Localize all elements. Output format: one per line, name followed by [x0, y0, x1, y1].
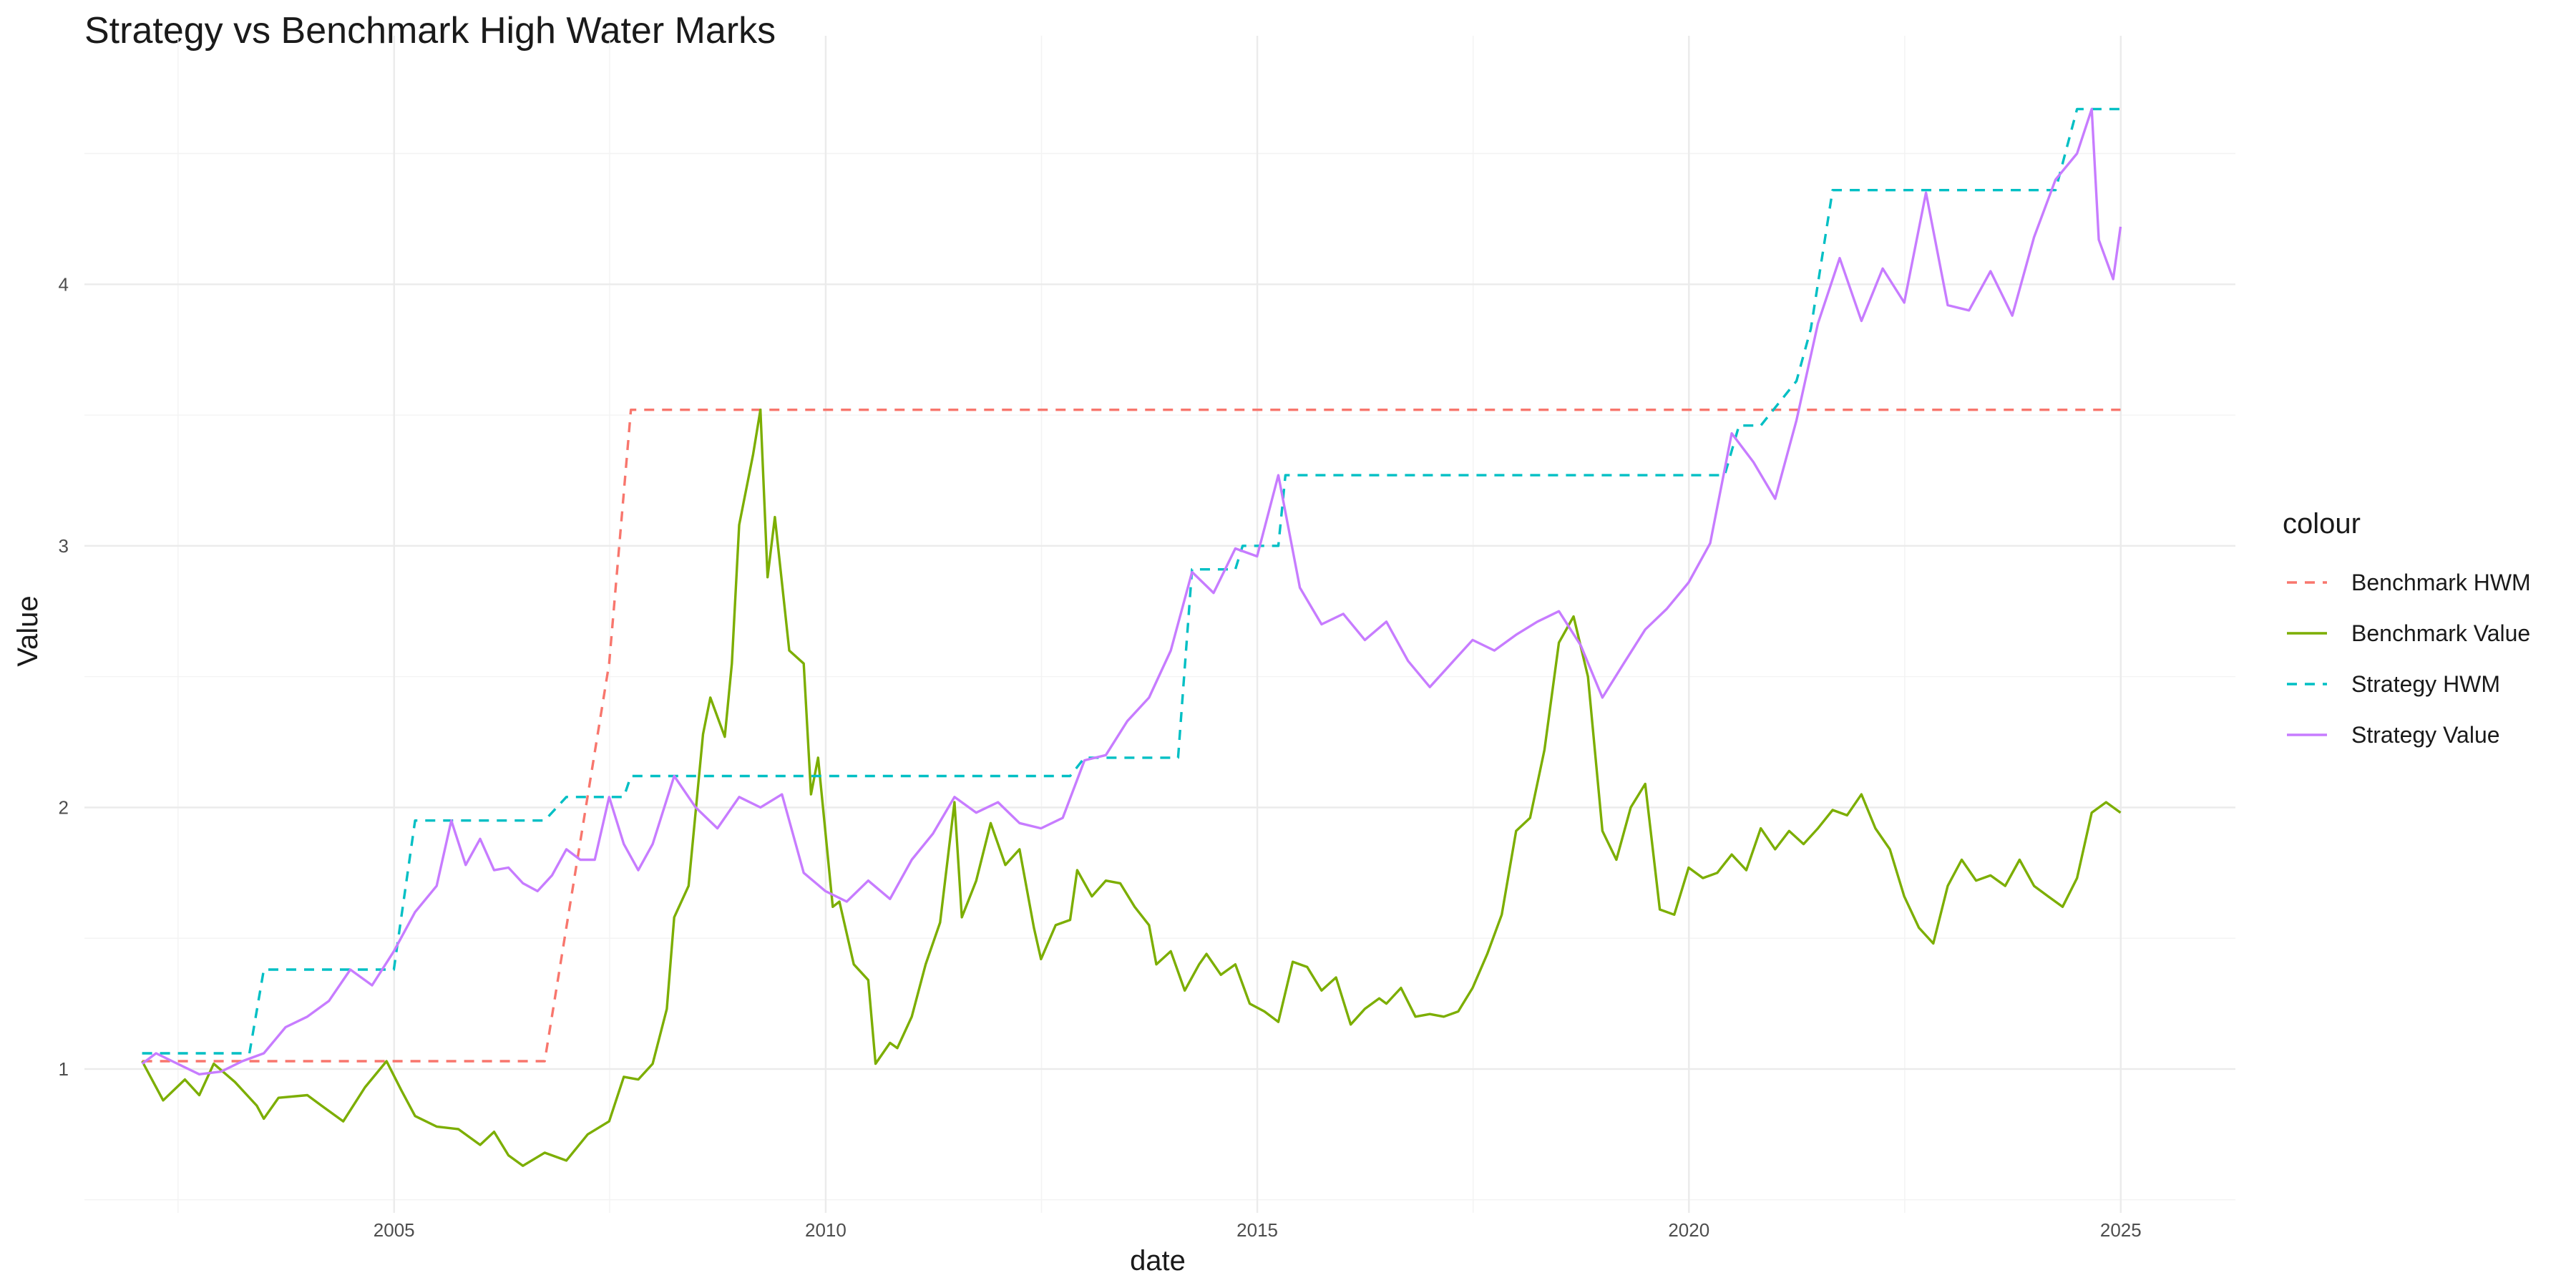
legend-label-benchmark-hwm: Benchmark HWM — [2351, 570, 2531, 595]
series-layer — [141, 107, 2122, 1167]
y-axis-ticks: 1 2 3 4 — [59, 273, 69, 1080]
series-line-strategy-value — [141, 107, 2122, 1076]
y-tick-label: 1 — [59, 1058, 69, 1080]
x-tick-label: 2020 — [1668, 1219, 1709, 1241]
y-tick-label: 4 — [59, 273, 69, 295]
series-line-benchmark-hwm — [142, 409, 2121, 1063]
legend-label-benchmark-value: Benchmark Value — [2351, 620, 2530, 646]
x-tick-label: 2015 — [1236, 1219, 1278, 1241]
x-tick-label: 2025 — [2100, 1219, 2142, 1241]
y-axis-title: Value — [12, 595, 44, 666]
x-axis-ticks: 2005 2010 2015 2020 2025 — [374, 1219, 2142, 1241]
x-tick-label: 2010 — [805, 1219, 847, 1241]
chart-title: Strategy vs Benchmark High Water Marks — [84, 10, 776, 52]
legend-label-strategy-hwm: Strategy HWM — [2351, 671, 2500, 697]
legend-label-strategy-value: Strategy Value — [2351, 722, 2500, 748]
x-tick-label: 2005 — [374, 1219, 415, 1241]
x-axis-title: date — [1130, 1245, 1186, 1277]
y-tick-label: 2 — [59, 796, 69, 818]
y-tick-label: 3 — [59, 535, 69, 557]
legend-title: colour — [2283, 508, 2361, 540]
series-line-benchmark-value — [141, 409, 2122, 1167]
legend: colour Benchmark HWM Benchmark Value Strat… — [2283, 508, 2531, 748]
